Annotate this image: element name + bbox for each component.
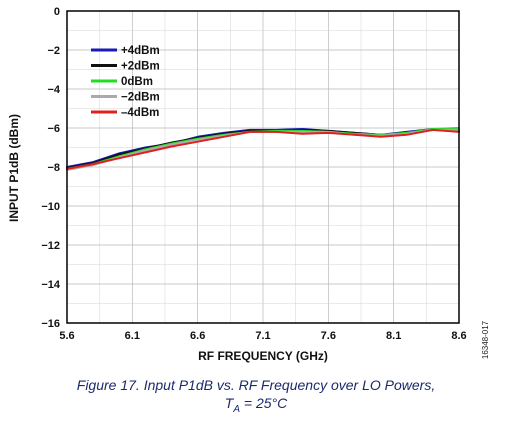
legend: +4dBm +2dBm 0dBm −2dBm –4dBm — [91, 45, 160, 119]
legend-label: +2dBm — [121, 61, 160, 73]
x-tick-label: 8.6 — [451, 330, 466, 342]
y-tick-label: −8 — [47, 162, 60, 174]
legend-label: +4dBm — [121, 45, 160, 57]
caption-temperature-subscript: A — [233, 403, 240, 415]
y-tick-label: −12 — [41, 240, 60, 252]
p1db-chart: 0 −2 −4 −6 −8 −10 −12 −14 −16 5.6 6.1 6.6 7.1 7.6 8.1… — [7, 6, 490, 363]
figure-caption-line1: Figure 17. Input P1dB vs. RF Frequency o… — [76, 377, 436, 393]
document-id: 16348-017 — [481, 320, 490, 359]
y-tick-label: −2 — [47, 45, 60, 57]
y-tick-label: −4 — [47, 84, 60, 96]
y-tick-label: −10 — [41, 201, 60, 213]
x-tick-label: 5.6 — [59, 330, 74, 342]
legend-label: –4dBm — [121, 107, 159, 119]
figure-caption-line2: TA = 25°C — [0, 395, 512, 415]
x-tick-label: 8.1 — [386, 330, 401, 342]
legend-label: −2dBm — [121, 92, 160, 104]
grid — [66, 10, 460, 324]
plot-frame — [66, 10, 460, 324]
y-tick-labels: 0 −2 −4 −6 −8 −10 −12 −14 −16 — [41, 6, 61, 330]
y-tick-label: −16 — [41, 318, 60, 330]
y-tick-label: −14 — [41, 279, 61, 291]
x-tick-label: 6.6 — [190, 330, 205, 342]
caption-temperature-value: = 25°C — [239, 395, 288, 411]
x-axis-title: RF FREQUENCY (GHz) — [198, 349, 328, 363]
legend-label: 0dBm — [121, 76, 153, 88]
x-tick-label: 6.1 — [125, 330, 140, 342]
x-tick-label: 7.6 — [321, 330, 336, 342]
y-axis-title: INPUT P1dB (dBm) — [7, 114, 21, 222]
x-tick-labels: 5.6 6.1 6.6 7.1 7.6 8.1 8.6 — [59, 330, 466, 342]
series-layer — [66, 127, 460, 171]
y-tick-label: −6 — [47, 123, 60, 135]
series-line-4 — [66, 128, 460, 170]
y-tick-label: 0 — [54, 6, 60, 18]
x-tick-label: 7.1 — [255, 330, 270, 342]
caption-temperature-symbol: T — [224, 395, 234, 411]
